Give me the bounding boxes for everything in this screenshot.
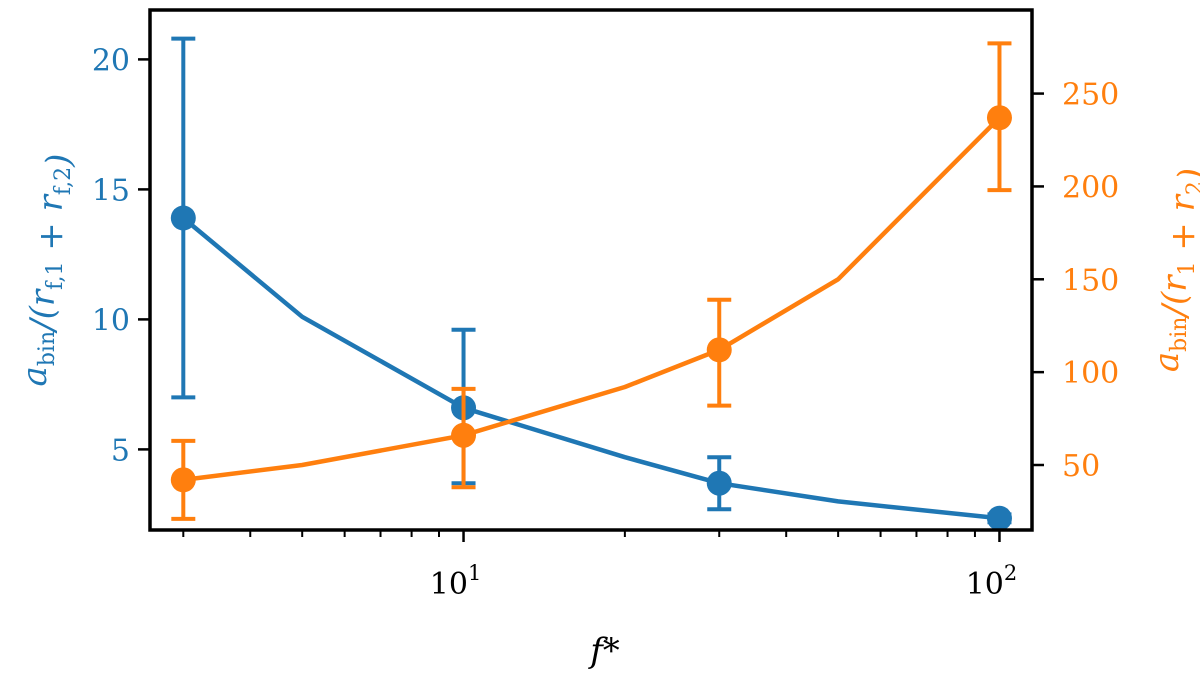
data-point-left <box>706 470 732 496</box>
y-right-tick-label: 200 <box>1062 170 1119 205</box>
plot-area <box>170 36 1012 531</box>
y-axis-label-left: abin/(rf,1 + rf,2) <box>15 154 79 387</box>
data-point-left <box>170 205 196 231</box>
x-axis-label: f* <box>587 631 620 671</box>
y-axis-label-right: abin/(r1 + r2) <box>1147 168 1200 372</box>
x-tick-label: 101 <box>430 561 482 602</box>
y-right-tick-label: 50 <box>1062 449 1100 484</box>
y-right-tick-label: 250 <box>1062 78 1119 113</box>
data-point-right <box>170 467 196 493</box>
x-tick-label: 102 <box>966 561 1018 602</box>
data-point-right <box>706 337 732 363</box>
data-point-right <box>986 105 1012 131</box>
y-right-tick-label: 150 <box>1062 263 1119 298</box>
data-point-left <box>986 505 1012 531</box>
y-left-tick-label: 20 <box>92 43 130 78</box>
y-left-tick-label: 10 <box>92 303 130 338</box>
series-line-left <box>181 215 1002 521</box>
y-right-tick-label: 100 <box>1062 356 1119 391</box>
y-left-tick-label: 5 <box>111 433 130 468</box>
plot-frame <box>148 8 1034 532</box>
axes: 101 102 5 10 15 20 50 100 150 200 250 <box>92 43 1119 602</box>
y-left-tick-label: 15 <box>92 173 130 208</box>
data-point-right <box>451 422 477 448</box>
series-line-right <box>181 115 1002 483</box>
